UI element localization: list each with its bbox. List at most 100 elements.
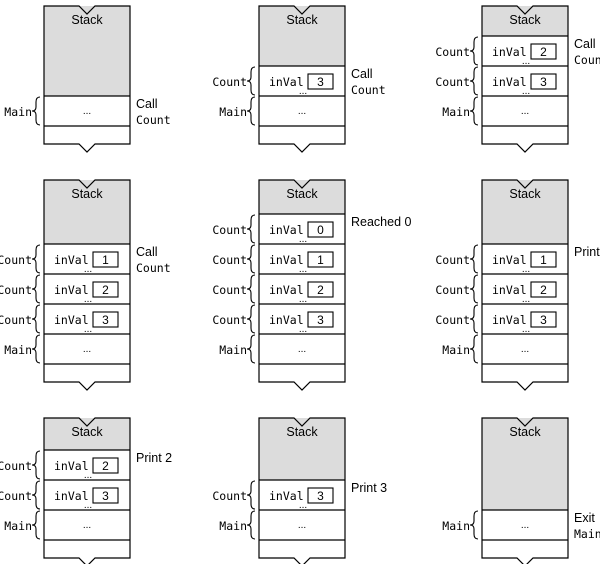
- main-frame: ... Main: [219, 510, 306, 540]
- inval-value-box: [530, 281, 557, 298]
- brace-bracket: [246, 304, 256, 334]
- count-frame: inVal 1... Count: [435, 244, 557, 275]
- count-frame-label: Count: [435, 313, 470, 327]
- panel-note: Call: [136, 97, 158, 111]
- count-frame: inVal 0... Count: [212, 214, 334, 245]
- frame-ellipsis: ...: [84, 324, 92, 335]
- main-frame-label: Main: [442, 343, 470, 357]
- inval-value: 2: [540, 283, 547, 297]
- main-frame-label: Main: [442, 519, 470, 533]
- main-frame-label: Main: [219, 519, 247, 533]
- count-frame-label: Count: [0, 459, 32, 473]
- stack-title: Stack: [286, 13, 318, 27]
- brace-bracket: [246, 96, 256, 126]
- frame-ellipsis: ...: [299, 294, 307, 305]
- stack-free-area: [482, 180, 568, 244]
- brace-bracket: [469, 304, 479, 334]
- inval-value-box: [92, 251, 119, 268]
- frame-ellipsis: ...: [84, 294, 92, 305]
- stack-title: Stack: [509, 187, 541, 201]
- inval-value-box: [92, 311, 119, 328]
- count-frame: inVal 3... Count: [435, 304, 557, 335]
- inval-value: 0: [317, 223, 324, 237]
- stack-panel-7: Stack inVal 2... Count inVal 3... Count... Main…: [0, 417, 172, 564]
- frame-ellipsis: ...: [522, 56, 530, 67]
- frame-ellipsis: ...: [299, 234, 307, 245]
- inval-value-box: [92, 487, 119, 504]
- count-frame: inVal 1... Count: [212, 244, 334, 275]
- inval-label: inVal: [269, 253, 304, 267]
- brace-bracket: [246, 244, 256, 274]
- stack-outline: [43, 179, 131, 391]
- frame-ellipsis: ...: [299, 264, 307, 275]
- brace-bracket: [246, 480, 256, 510]
- inval-value-box: [307, 221, 334, 238]
- inval-label: inVal: [54, 489, 89, 503]
- main-frame-ellipsis: ...: [298, 106, 306, 117]
- count-frame: inVal 3... Count: [0, 304, 119, 335]
- count-frame-label: Count: [212, 313, 247, 327]
- count-frame: inVal 2... Count: [212, 274, 334, 305]
- inval-value: 2: [540, 45, 547, 59]
- stack-panel-1: Stack... Main Call Count: [4, 5, 171, 153]
- count-frame-label: Count: [0, 283, 32, 297]
- count-frame-label: Count: [0, 253, 32, 267]
- count-frame-label: Count: [212, 75, 247, 89]
- stack-panel-6: Stack inVal 1... Count inVal 2... Count inVal 3.…: [435, 179, 600, 391]
- inval-value: 3: [540, 75, 547, 89]
- count-frame: inVal 2... Count: [435, 274, 557, 305]
- inval-value-box: [307, 311, 334, 328]
- brace-bracket: [246, 334, 256, 364]
- brace-bracket: [246, 274, 256, 304]
- brace-bracket: [469, 96, 479, 126]
- main-frame-ellipsis: ...: [83, 344, 91, 355]
- inval-value-box: [92, 281, 119, 298]
- inval-value-box: [530, 251, 557, 268]
- brace-bracket: [469, 334, 479, 364]
- inval-value-box: [307, 251, 334, 268]
- stack-title: Stack: [71, 425, 103, 439]
- main-frame-ellipsis: ...: [298, 520, 306, 531]
- stack-outline: [43, 5, 131, 153]
- inval-value-box: [307, 73, 334, 90]
- brace-bracket: [246, 214, 256, 244]
- panel-note: Print 2: [136, 451, 172, 465]
- count-frame-label: Count: [212, 223, 247, 237]
- inval-label: inVal: [269, 75, 304, 89]
- stack-panel-5: Stack inVal 0... Count inVal 1... Count inVal 2.…: [212, 179, 412, 391]
- brace-bracket: [246, 66, 256, 96]
- brace-bracket: [469, 36, 479, 66]
- count-frame: inVal 2... Count: [0, 274, 119, 305]
- main-frame-ellipsis: ...: [298, 344, 306, 355]
- main-frame: ... Main: [4, 510, 91, 540]
- panel-note: Count: [136, 261, 171, 275]
- count-frame: inVal 3... Count: [0, 480, 119, 511]
- panel-note: Call: [136, 245, 158, 259]
- inval-label: inVal: [492, 313, 527, 327]
- brace-bracket: [469, 510, 479, 540]
- panel-note: Count: [136, 113, 171, 127]
- count-frame-label: Count: [212, 283, 247, 297]
- inval-value: 2: [102, 459, 109, 473]
- stack-outline: [258, 417, 346, 564]
- main-frame-label: Main: [219, 343, 247, 357]
- inval-label: inVal: [492, 75, 527, 89]
- stack-outline: [43, 417, 131, 564]
- count-frame-label: Count: [212, 253, 247, 267]
- inval-value: 3: [102, 313, 109, 327]
- stack-outline: [481, 5, 569, 153]
- count-frame: inVal 3... Count: [212, 480, 334, 511]
- main-frame: ... Main: [442, 96, 529, 126]
- stack-panel-3: Stack inVal 2... Count inVal 3... Count... Main…: [435, 5, 600, 153]
- main-frame: ... Main: [4, 96, 91, 126]
- stack-free-area: [259, 6, 345, 66]
- count-frame: inVal 1... Count: [0, 244, 119, 275]
- stack-free-area: [259, 418, 345, 480]
- stack-free-area: [259, 180, 345, 214]
- frame-ellipsis: ...: [84, 470, 92, 481]
- brace-bracket: [31, 510, 41, 540]
- inval-value-box: [307, 487, 334, 504]
- count-frame: inVal 3... Count: [212, 304, 334, 335]
- inval-value-box: [530, 311, 557, 328]
